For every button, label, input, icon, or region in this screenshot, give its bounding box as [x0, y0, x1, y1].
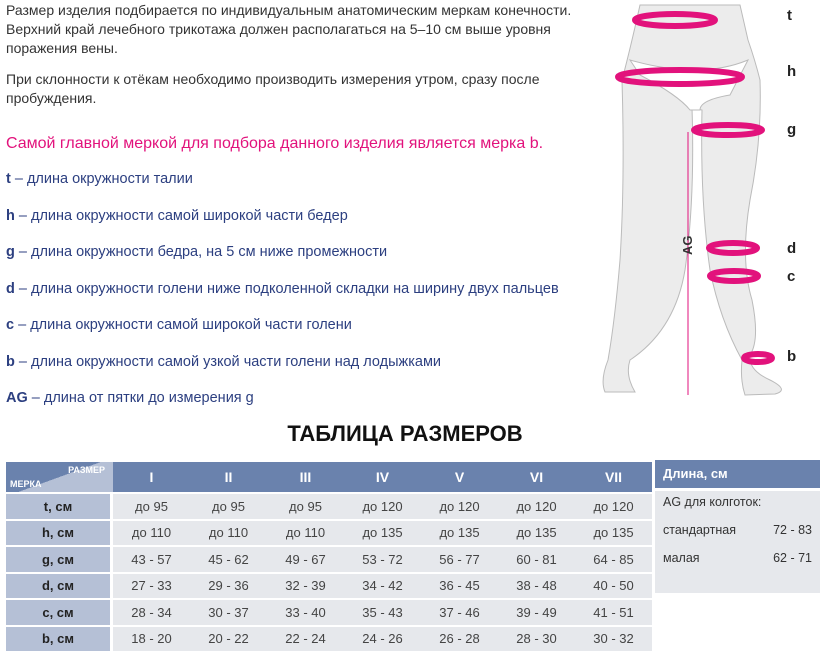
table-cell: 29 - 36 [190, 573, 267, 598]
table-cell: 64 - 85 [575, 547, 652, 572]
size-header: V [421, 462, 498, 492]
size-header: I [113, 462, 190, 492]
row-label: c, см [6, 600, 113, 625]
table-cell: 37 - 46 [421, 600, 498, 625]
table-row: t, см до 95 до 95 до 95 до 120 до 120 до 120 до… [6, 494, 652, 519]
table-cell: 53 - 72 [344, 547, 421, 572]
table-cell: до 110 [190, 520, 267, 545]
size-header: III [267, 462, 344, 492]
table-cell: до 95 [113, 494, 190, 519]
table-cell: 33 - 40 [267, 600, 344, 625]
table-row: b, см 18 - 20 20 - 22 22 - 24 24 - 26 26 - 28… [6, 626, 652, 651]
table-cell: до 135 [575, 520, 652, 545]
svg-text:d: d [787, 240, 796, 257]
table-row: d, см 27 - 33 29 - 36 32 - 39 34 - 42 36 - 45… [6, 573, 652, 598]
length-subtitle: AG для колготок: [663, 495, 762, 509]
table-row: h, см до 110 до 110 до 110 до 135 до 135 до 13… [6, 520, 652, 545]
table-cell: до 110 [267, 520, 344, 545]
ag-label: AG [680, 236, 695, 256]
table-cell: 56 - 77 [421, 547, 498, 572]
table-cell: до 135 [498, 520, 575, 545]
table-cell: 38 - 48 [498, 573, 575, 598]
intro-paragraph-1: Размер изделия подбирается по индивидуал… [6, 2, 572, 56]
legend-item: AG – длина от пятки до измерения g [6, 390, 254, 406]
svg-text:b: b [787, 348, 796, 365]
size-header: VI [498, 462, 575, 492]
length-box: Длина, см AG для колготок: стандартная 72… [655, 460, 820, 593]
corner-header: РАЗМЕР МЕРКА [6, 462, 113, 492]
table-cell: 27 - 33 [113, 573, 190, 598]
table-cell: 30 - 37 [190, 600, 267, 625]
size-header: IV [344, 462, 421, 492]
table-cell: 41 - 51 [575, 600, 652, 625]
table-cell: 34 - 42 [344, 573, 421, 598]
table-cell: 30 - 32 [575, 626, 652, 651]
table-cell: до 135 [421, 520, 498, 545]
svg-text:h: h [787, 63, 796, 80]
row-label: g, см [6, 547, 113, 572]
highlight-text: Самой главной меркой для подбора данного… [6, 135, 544, 152]
table-cell: 49 - 67 [267, 547, 344, 572]
table-cell: 28 - 34 [113, 600, 190, 625]
table-cell: 20 - 22 [190, 626, 267, 651]
table-cell: 24 - 26 [344, 626, 421, 651]
size-header: II [190, 462, 267, 492]
legend-item: b – длина окружности самой узкой части г… [6, 353, 442, 370]
table-cell: 39 - 49 [498, 600, 575, 625]
table-cell: до 95 [190, 494, 267, 519]
table-cell: 60 - 81 [498, 547, 575, 572]
table-row: c, см 28 - 34 30 - 37 33 - 40 35 - 43 37 - 46… [6, 600, 652, 625]
body-figure: AG t h g d c b [602, 4, 796, 396]
table-cell: до 120 [575, 494, 652, 519]
table-cell: до 120 [421, 494, 498, 519]
table-cell: 28 - 30 [498, 626, 575, 651]
intro-paragraph-2: При склонности к отёкам необходимо произ… [6, 71, 540, 106]
length-row: стандартная 72 - 83 [663, 523, 812, 537]
row-label: h, см [6, 520, 113, 545]
row-label: t, см [6, 494, 113, 519]
measure-arrows [615, 11, 775, 365]
table-cell: до 110 [113, 520, 190, 545]
table-cell: до 120 [498, 494, 575, 519]
legend-item: g – длина окружности бедра, на 5 см ниже… [6, 244, 388, 260]
table-cell: до 95 [267, 494, 344, 519]
size-header: VII [575, 462, 652, 492]
legend-item: c – длина окружности самой широкой части… [6, 317, 352, 333]
legend-item: d – длина окружности голени ниже подколе… [6, 280, 559, 297]
row-label: b, см [6, 626, 113, 651]
table-row: g, см 43 - 57 45 - 62 49 - 67 53 - 72 56 - 77… [6, 547, 652, 572]
table-cell: 36 - 45 [421, 573, 498, 598]
table-cell: до 135 [344, 520, 421, 545]
table-cell: 32 - 39 [267, 573, 344, 598]
legend-item: t – длина окружности талии [6, 171, 193, 187]
table-cell: 22 - 24 [267, 626, 344, 651]
svg-text:c: c [787, 268, 795, 285]
table-cell: 40 - 50 [575, 573, 652, 598]
table-cell: 45 - 62 [190, 547, 267, 572]
svg-text:t: t [787, 7, 792, 24]
table-cell: 43 - 57 [113, 547, 190, 572]
table-cell: 26 - 28 [421, 626, 498, 651]
table-cell: 35 - 43 [344, 600, 421, 625]
table-title: ТАБЛИЦА РАЗМЕРОВ [287, 421, 523, 446]
size-table: РАЗМЕР МЕРКА I II III IV V VI VII t, см до 95 до 95… [6, 460, 652, 653]
legend-item: h – длина окружности самой широкой части… [6, 207, 348, 224]
length-row: малая 62 - 71 [663, 551, 812, 565]
length-header: Длина, см [655, 460, 820, 488]
table-cell: 18 - 20 [113, 626, 190, 651]
svg-text:g: g [787, 121, 796, 138]
table-cell: до 120 [344, 494, 421, 519]
row-label: d, см [6, 573, 113, 598]
